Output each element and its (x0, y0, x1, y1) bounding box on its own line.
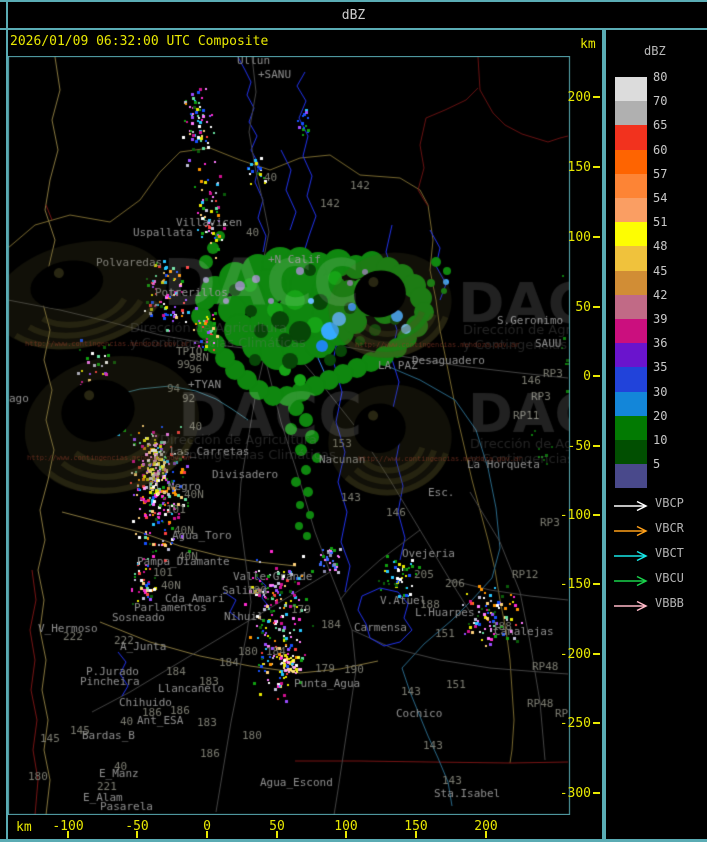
y-tick-mark (593, 236, 600, 238)
y-tick-mark (593, 96, 600, 98)
colorbar-block-65 (615, 125, 647, 150)
header-divider (0, 28, 707, 30)
x-tick-mark (67, 831, 69, 838)
timestamp-label: 2026/01/09 06:32:00 UTC Composite (10, 34, 269, 49)
x-tick-mark (485, 831, 487, 838)
legend-label: VBCR (655, 521, 684, 535)
colorbar-block-42 (615, 294, 647, 319)
y-tick-mark (593, 722, 600, 724)
legend-arrow-icon (614, 550, 648, 562)
radar-map (8, 56, 571, 815)
x-tick-mark (136, 831, 138, 838)
legend-item-vbbb: VBBB (613, 597, 684, 612)
x-tick-mark (276, 831, 278, 838)
legend-label: VBCT (655, 546, 684, 560)
colorbar-label: 60 (653, 142, 668, 157)
y-tick-mark (593, 166, 600, 168)
colorbar-label: 36 (653, 336, 668, 351)
x-tick-label: 0 (203, 819, 211, 834)
colorbar-label: 65 (653, 118, 668, 133)
colorbar-block-20 (615, 415, 647, 440)
y-tick-label: -100 (559, 508, 591, 523)
colorbar-block-80 (615, 77, 647, 102)
x-tick-mark (345, 831, 347, 838)
colorbar-block-48 (615, 246, 647, 271)
x-tick-label: 100 (334, 819, 358, 834)
x-tick-label: -50 (125, 819, 149, 834)
x-tick-label: 150 (404, 819, 428, 834)
colorbar-label: 39 (653, 312, 668, 326)
legend-arrow-icon (614, 600, 648, 612)
y-tick-label: 200 (567, 90, 591, 105)
x-tick-label: -100 (52, 819, 84, 834)
colorbar-block-36 (615, 343, 647, 368)
colorbar-label: 10 (653, 433, 668, 447)
legend-label: VBCU (655, 571, 684, 585)
colorbar-label: 48 (653, 239, 668, 254)
colorbar-label: 54 (653, 191, 668, 205)
colorbar-block-39 (615, 319, 647, 344)
y-tick-label: 100 (567, 230, 591, 245)
colorbar-block-57 (615, 173, 647, 198)
y-tick-mark (593, 792, 600, 794)
legend-item-vbcu: VBCU (613, 572, 684, 587)
colorbar-label: 30 (653, 384, 668, 399)
colorbar-label: 35 (653, 360, 668, 375)
x-tick-label: 200 (474, 819, 498, 834)
colorbar-block-60 (615, 149, 647, 174)
left-border (6, 2, 8, 841)
y-tick-label: 50 (575, 300, 591, 315)
colorbar-block-10 (615, 440, 647, 465)
colorbar-label: 45 (653, 263, 668, 278)
y-tick-mark (593, 514, 600, 516)
colorbar-block-30 (615, 391, 647, 416)
colorbar-label: 51 (653, 215, 668, 230)
x-tick-label: 50 (269, 819, 285, 834)
colorbar-block-35 (615, 367, 647, 392)
y-tick-label: -50 (567, 439, 591, 454)
colorbar-label: 80 (653, 70, 668, 84)
legend-arrow-icon (614, 500, 648, 512)
y-tick-mark (593, 583, 600, 585)
legend-arrow-icon (614, 525, 648, 537)
colorbar-title: dBZ (644, 44, 666, 58)
y-tick-mark (593, 375, 600, 377)
y-tick-mark (593, 653, 600, 655)
colorbar-label: 5 (653, 457, 661, 472)
colorbar-block-45 (615, 270, 647, 295)
colorbar-block-70 (615, 101, 647, 126)
x-tick-mark (415, 831, 417, 838)
colorbar-label: 20 (653, 408, 668, 423)
legend-item-vbcr: VBCR (613, 522, 684, 537)
colorbar-label: 70 (653, 94, 668, 109)
y-axis-unit-label: km (580, 37, 596, 52)
y-tick-mark (593, 445, 600, 447)
y-tick-label: -250 (559, 716, 591, 731)
y-tick-label: -300 (559, 786, 591, 801)
colorbar-block-54 (615, 198, 647, 223)
colorbar-label: 57 (653, 166, 668, 181)
legend-item-vbct: VBCT (613, 547, 684, 562)
x-tick-mark (206, 831, 208, 838)
legend-label: VBCP (655, 496, 684, 510)
colorbar-block-5 (615, 464, 647, 489)
x-axis-unit-label: km (16, 820, 32, 835)
legend-arrow-icon (614, 575, 648, 587)
bottom-border (0, 839, 707, 842)
colorbar-block-51 (615, 222, 647, 247)
y-tick-label: -200 (559, 647, 591, 662)
colorbar-label: 42 (653, 287, 668, 302)
page-title: dBZ (341, 8, 366, 23)
scale-divider (602, 30, 606, 841)
y-tick-label: 0 (583, 369, 591, 384)
y-tick-mark (593, 306, 600, 308)
legend-label: VBBB (655, 596, 684, 610)
y-tick-label: 150 (567, 160, 591, 175)
y-tick-label: -150 (559, 577, 591, 592)
legend-item-vbcp: VBCP (613, 497, 684, 512)
top-border (0, 0, 707, 2)
